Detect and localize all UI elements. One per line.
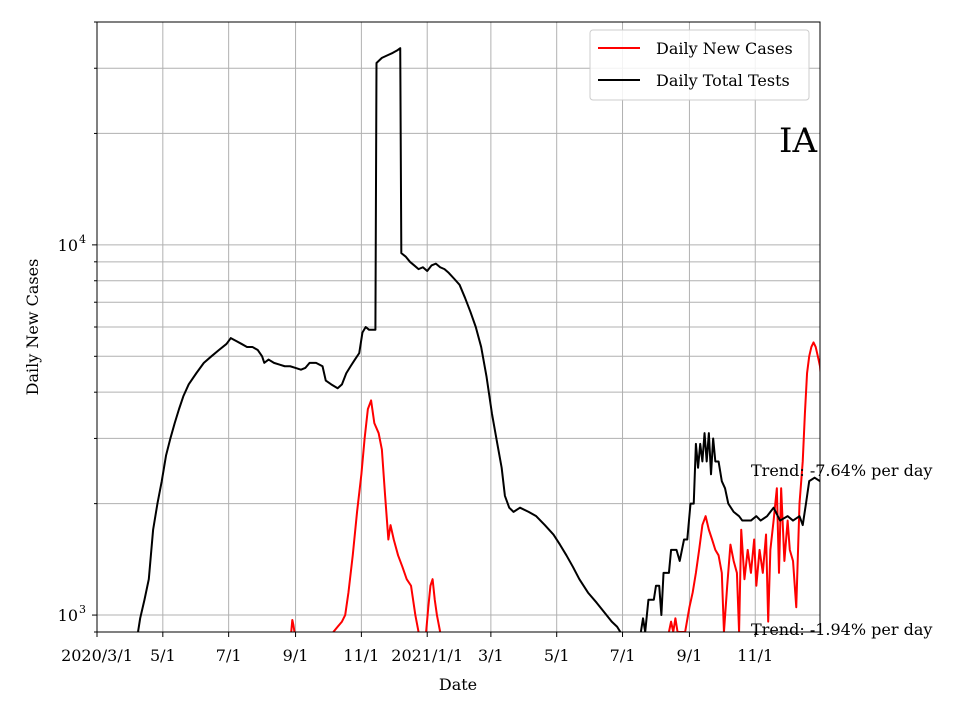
y-axis-label: Daily New Cases (23, 259, 42, 396)
series-daily-total-tests (137, 47, 820, 632)
x-tick-label: 2020/3/1 (61, 646, 133, 665)
x-tick-label: 3/1 (478, 646, 504, 665)
trend-annotation-cases: Trend: -1.94% per day (751, 620, 932, 639)
trend-annotation-tests: Trend: -7.64% per day (751, 461, 932, 480)
series-line (425, 578, 442, 632)
series-daily-new-cases (290, 341, 820, 632)
y-tick-base: 10 (58, 236, 78, 255)
x-tick-label: 9/1 (677, 646, 703, 665)
series-line (639, 432, 820, 632)
x-tick-label: 11/1 (737, 646, 773, 665)
y-tick-label: 10 (58, 236, 78, 255)
legend-box (589, 29, 810, 101)
y-tick-label: 10 (58, 606, 78, 625)
y-tick-exponent: 4 (79, 233, 86, 246)
x-tick-label: 7/1 (610, 646, 636, 665)
x-axis-ticks: 2020/3/1 5/1 7/1 9/1 11/1 2021/1/1 3/1 5/1 7/1 9/… (61, 632, 773, 665)
y-tick-base: 10 (58, 606, 78, 625)
x-tick-label: 5/1 (544, 646, 570, 665)
series-line (137, 47, 622, 632)
series-line (332, 399, 420, 632)
legend: Daily New Cases Daily Total Tests (589, 29, 810, 101)
series-line (290, 618, 296, 632)
x-tick-label: 11/1 (343, 646, 379, 665)
state-label: IA (779, 121, 817, 161)
legend-label-tests: Daily Total Tests (656, 71, 790, 90)
x-tick-label: 7/1 (216, 646, 242, 665)
x-axis-label: Date (439, 675, 477, 694)
series-line (667, 341, 820, 632)
y-tick-exponent: 3 (79, 603, 86, 616)
x-tick-label: 5/1 (150, 646, 176, 665)
series-layer (137, 47, 820, 632)
legend-label-cases: Daily New Cases (656, 39, 793, 58)
x-tick-label: 9/1 (283, 646, 309, 665)
x-tick-label: 2021/1/1 (391, 646, 463, 665)
